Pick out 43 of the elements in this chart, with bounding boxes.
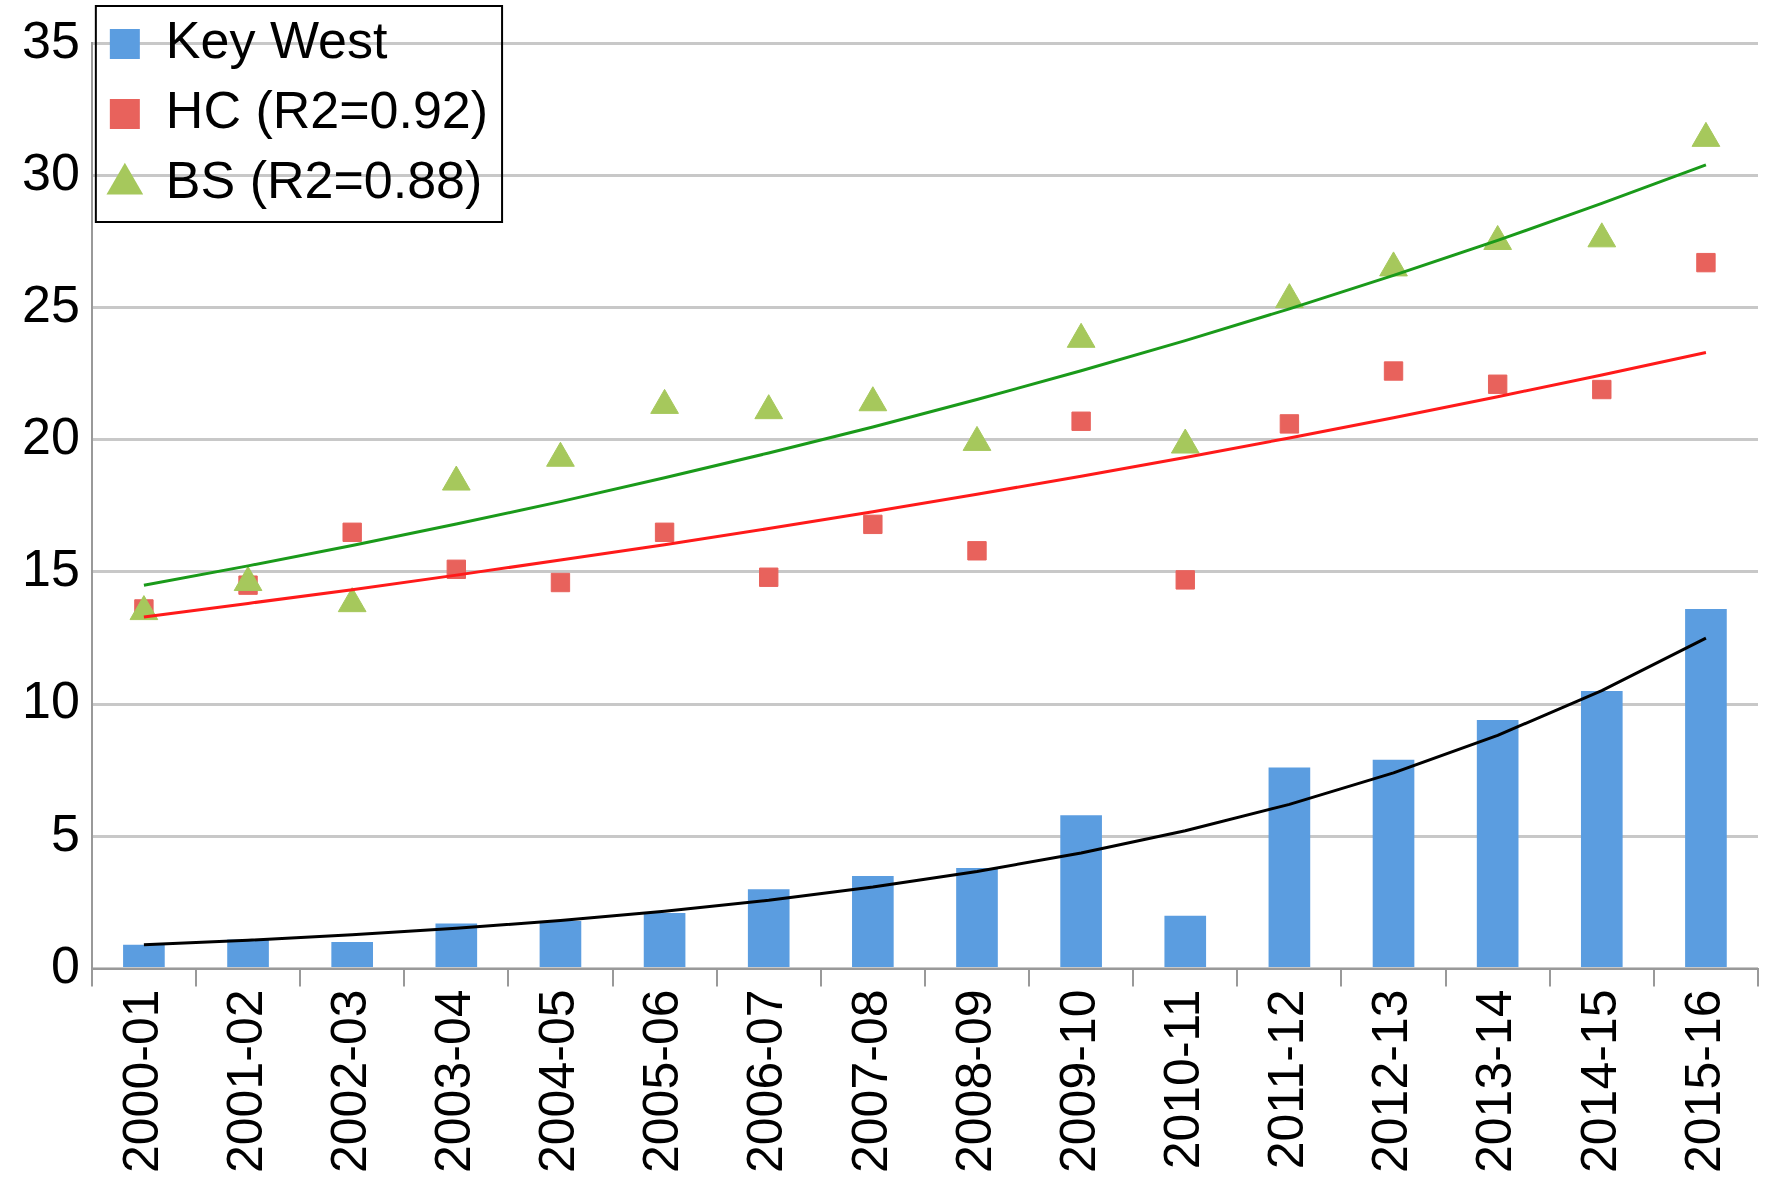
bar (852, 875, 894, 967)
x-tick-label: 2010-11 (1154, 989, 1211, 1170)
x-tick-label: 2003-04 (425, 989, 482, 1173)
x-tick-label: 2001-02 (216, 989, 273, 1173)
y-tick-label: 0 (50, 935, 80, 994)
y-tick-label: 25 (22, 274, 80, 333)
x-tick-label: 2011-12 (1258, 989, 1315, 1170)
bar (331, 942, 373, 967)
x-tick-label: 2007-08 (841, 989, 898, 1173)
legend-label: BS (R2=0.88) (165, 151, 483, 210)
bar (1268, 767, 1311, 967)
y-tick-label: 30 (22, 142, 80, 201)
x-tick-label: 2013-14 (1466, 989, 1523, 1173)
x-tick-label: 2002-03 (320, 989, 377, 1173)
bar (539, 920, 582, 967)
y-tick-label: 10 (22, 671, 80, 730)
x-tick-label: 2006-07 (737, 989, 794, 1173)
legend-label: Key West (165, 11, 388, 70)
x-tick-label: 2012-13 (1362, 989, 1419, 1173)
x-tick-label: 2008-09 (945, 989, 1002, 1173)
bar (956, 868, 998, 967)
bar (1685, 608, 1727, 967)
bar (643, 912, 686, 967)
x-tick-label: 2004-05 (529, 989, 586, 1173)
bar (1164, 915, 1207, 967)
x-tick-label: 2000-01 (112, 989, 169, 1173)
x-tick-label: 2015-16 (1674, 989, 1731, 1173)
y-tick-label: 5 (50, 803, 80, 862)
y-tick-label: 15 (22, 539, 80, 598)
x-tick-label: 2005-06 (633, 989, 690, 1173)
bar (1580, 690, 1623, 967)
bar (747, 889, 790, 967)
bar (1060, 815, 1102, 967)
x-tick-label: 2014-15 (1570, 989, 1627, 1173)
bar (435, 923, 478, 967)
y-tick-label: 35 (22, 10, 80, 69)
legend-label: HC (R2=0.92) (165, 81, 489, 140)
y-tick-label: 20 (22, 407, 80, 466)
bar (123, 944, 165, 967)
x-tick-label: 2009-10 (1049, 989, 1106, 1173)
bar (227, 939, 269, 967)
bar (1476, 719, 1519, 967)
bar (1372, 759, 1415, 967)
